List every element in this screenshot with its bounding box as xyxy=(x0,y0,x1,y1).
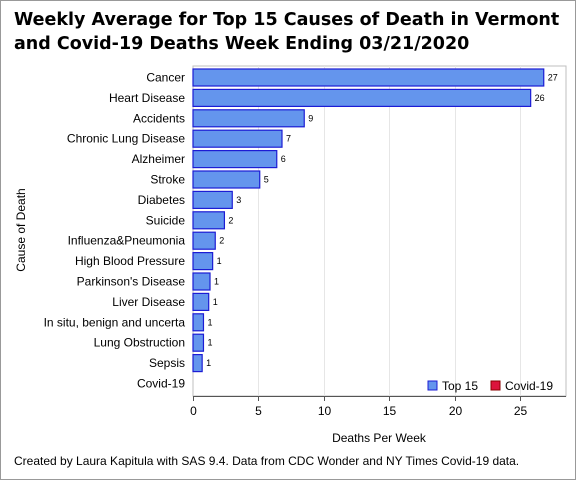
legend-swatch-top15 xyxy=(427,380,438,391)
category-label: Liver Disease xyxy=(112,295,185,309)
value-label: 5 xyxy=(264,175,269,185)
bar-3 xyxy=(192,129,283,148)
category-label: Covid-19 xyxy=(137,377,185,391)
category-label: Diabetes xyxy=(138,193,185,207)
y-axis-title: Cause of Death xyxy=(14,188,28,271)
bar-14 xyxy=(192,354,203,373)
value-label: 26 xyxy=(535,93,545,103)
bar-4 xyxy=(192,150,278,169)
bar-13 xyxy=(192,333,205,352)
category-label: In situ, benign and uncerta xyxy=(44,315,186,329)
bars xyxy=(192,68,545,373)
value-label: 1 xyxy=(206,358,211,368)
category-label: Lung Obstruction xyxy=(94,336,185,350)
x-tick-label: 25 xyxy=(514,404,528,418)
x-tick-label: 20 xyxy=(449,404,463,418)
bar-7 xyxy=(192,211,226,230)
value-label: 27 xyxy=(548,73,558,83)
value-label: 3 xyxy=(236,195,241,205)
value-label: 1 xyxy=(213,297,218,307)
x-tick-label: 0 xyxy=(190,404,197,418)
value-label: 6 xyxy=(281,154,286,164)
bar-1 xyxy=(192,88,532,108)
category-label: Chronic Lung Disease xyxy=(67,132,185,146)
bar-0 xyxy=(192,68,545,87)
category-label: Parkinson's Disease xyxy=(77,275,186,289)
bar-11 xyxy=(192,292,210,311)
chart-title-line-1: Weekly Average for Top 15 Causes of Deat… xyxy=(14,10,560,30)
legend-label-covid: Covid-19 xyxy=(505,379,553,393)
category-label: Stroke xyxy=(150,173,185,187)
value-label: 9 xyxy=(308,113,313,123)
value-label: 7 xyxy=(286,134,291,144)
value-label: 2 xyxy=(228,215,233,225)
category-label: Sepsis xyxy=(149,356,185,370)
bar-12 xyxy=(192,313,205,332)
category-label: Cancer xyxy=(146,71,185,85)
bar-9 xyxy=(192,252,214,271)
category-label: High Blood Pressure xyxy=(75,254,185,268)
category-label: Suicide xyxy=(146,213,186,227)
value-label: 1 xyxy=(207,338,212,348)
category-label: Influenza&Pneumonia xyxy=(68,234,186,248)
footnote: Created by Laura Kapitula with SAS 9.4. … xyxy=(14,454,520,468)
x-tick-label: 5 xyxy=(255,404,262,418)
category-label: Alzheimer xyxy=(132,152,185,166)
value-label: 1 xyxy=(214,277,219,287)
x-tick-label: 15 xyxy=(383,404,397,418)
chart-title: Weekly Average for Top 15 Causes of Deat… xyxy=(14,8,564,56)
bar-5 xyxy=(192,170,261,189)
bar-10 xyxy=(192,272,211,291)
value-label: 2 xyxy=(219,236,224,246)
chart-title-line-2: and Covid-19 Deaths Week Ending 03/21/20… xyxy=(14,34,470,54)
value-label: 1 xyxy=(217,256,222,266)
bar-8 xyxy=(192,231,216,250)
category-label: Heart Disease xyxy=(109,91,185,105)
bar-2 xyxy=(192,109,305,128)
x-tick-label: 10 xyxy=(318,404,332,418)
legend: Top 15 Covid-19 xyxy=(427,379,553,393)
value-label: 1 xyxy=(207,317,212,327)
legend-label-top15: Top 15 xyxy=(442,379,478,393)
x-axis-title: Deaths Per Week xyxy=(332,431,427,445)
category-labels: Cancer Heart Disease Accidents Chronic Lung… xyxy=(44,71,186,391)
legend-swatch-covid xyxy=(490,380,501,391)
category-label: Accidents xyxy=(133,111,185,125)
x-axis: 0 5 10 15 20 25 xyxy=(190,396,566,418)
bar-6 xyxy=(192,190,233,209)
